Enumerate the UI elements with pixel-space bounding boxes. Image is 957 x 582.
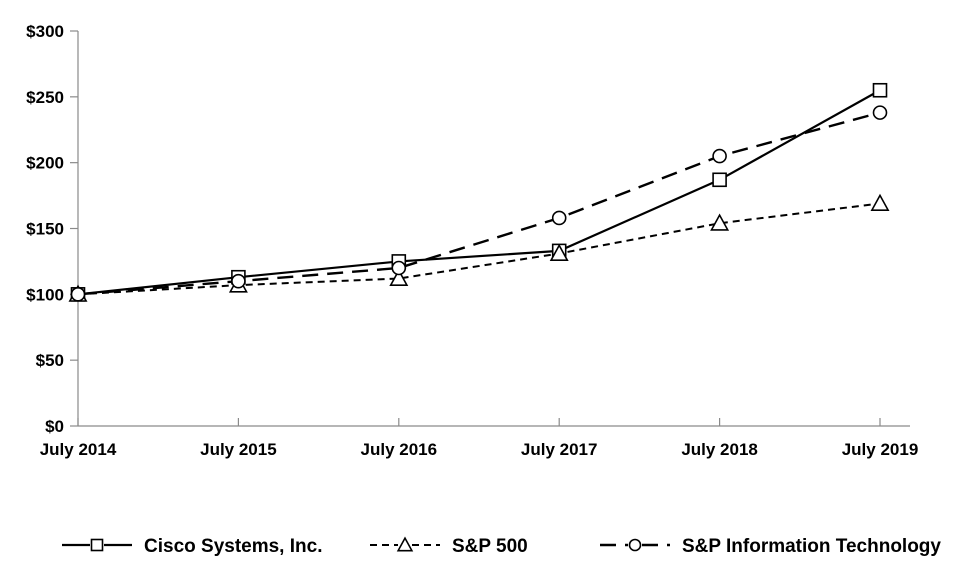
series-line-2 — [77, 111, 881, 296]
circle-marker-icon — [628, 538, 642, 552]
data-point-2-1 — [231, 273, 246, 289]
legend-item-1[interactable]: S&P 500 — [370, 536, 528, 557]
data-point-2-5 — [872, 105, 888, 120]
legend-label: S&P 500 — [452, 536, 528, 557]
x-axis-tick-label: July 2017 — [521, 440, 598, 459]
y-axis-tick-label: $0 — [45, 417, 64, 436]
data-point-2-0 — [70, 287, 86, 302]
legend-label: Cisco Systems, Inc. — [144, 536, 322, 557]
legend-item-2[interactable]: S&P Information Technology — [600, 536, 941, 557]
x-axis-tick-label: July 2014 — [40, 440, 117, 459]
data-point-1-2 — [389, 268, 409, 286]
chart-legend: Cisco Systems, Inc. S&P 500 S&P Informatio… — [62, 536, 941, 557]
x-axis-tick-label: July 2016 — [361, 440, 438, 459]
x-axis-tick-label: July 2018 — [681, 440, 758, 459]
y-axis-ticks — [70, 30, 78, 427]
triangle-marker-icon — [396, 536, 414, 552]
x-axis-ticks — [77, 418, 881, 426]
y-axis-tick-label: $250 — [26, 88, 64, 107]
x-axis-tick-labels: July 2014 July 2015 July 2016 July 2017 July… — [40, 440, 919, 459]
y-axis-tick-label: $300 — [26, 22, 64, 41]
legend-item-0[interactable]: Cisco Systems, Inc. — [62, 536, 322, 557]
series-lines-group — [77, 89, 881, 296]
x-axis-tick-label: July 2019 — [842, 440, 919, 459]
data-point-0-5 — [872, 82, 888, 98]
legend-label: S&P Information Technology — [682, 536, 941, 557]
series-line-1 — [77, 202, 881, 296]
y-axis-tick-label: $50 — [36, 351, 64, 370]
x-axis-tick-label: July 2015 — [200, 440, 277, 459]
data-point-0-4 — [712, 172, 727, 188]
data-point-2-4 — [712, 148, 727, 164]
y-axis-tick-label: $150 — [26, 220, 64, 239]
y-axis-tick-label: $100 — [26, 285, 64, 304]
series-line-0 — [77, 89, 881, 296]
data-point-1-5 — [870, 193, 890, 211]
y-axis-tick-labels: $300 $250 $200 $150 $100 $50 $0 — [26, 22, 64, 436]
data-point-1-3 — [549, 243, 569, 261]
data-point-1-4 — [710, 213, 730, 231]
data-point-2-3 — [551, 210, 567, 226]
data-point-2-2 — [391, 260, 407, 276]
series-markers-group — [68, 82, 890, 302]
y-axis-tick-label: $200 — [26, 154, 64, 173]
square-marker-icon — [90, 538, 104, 552]
